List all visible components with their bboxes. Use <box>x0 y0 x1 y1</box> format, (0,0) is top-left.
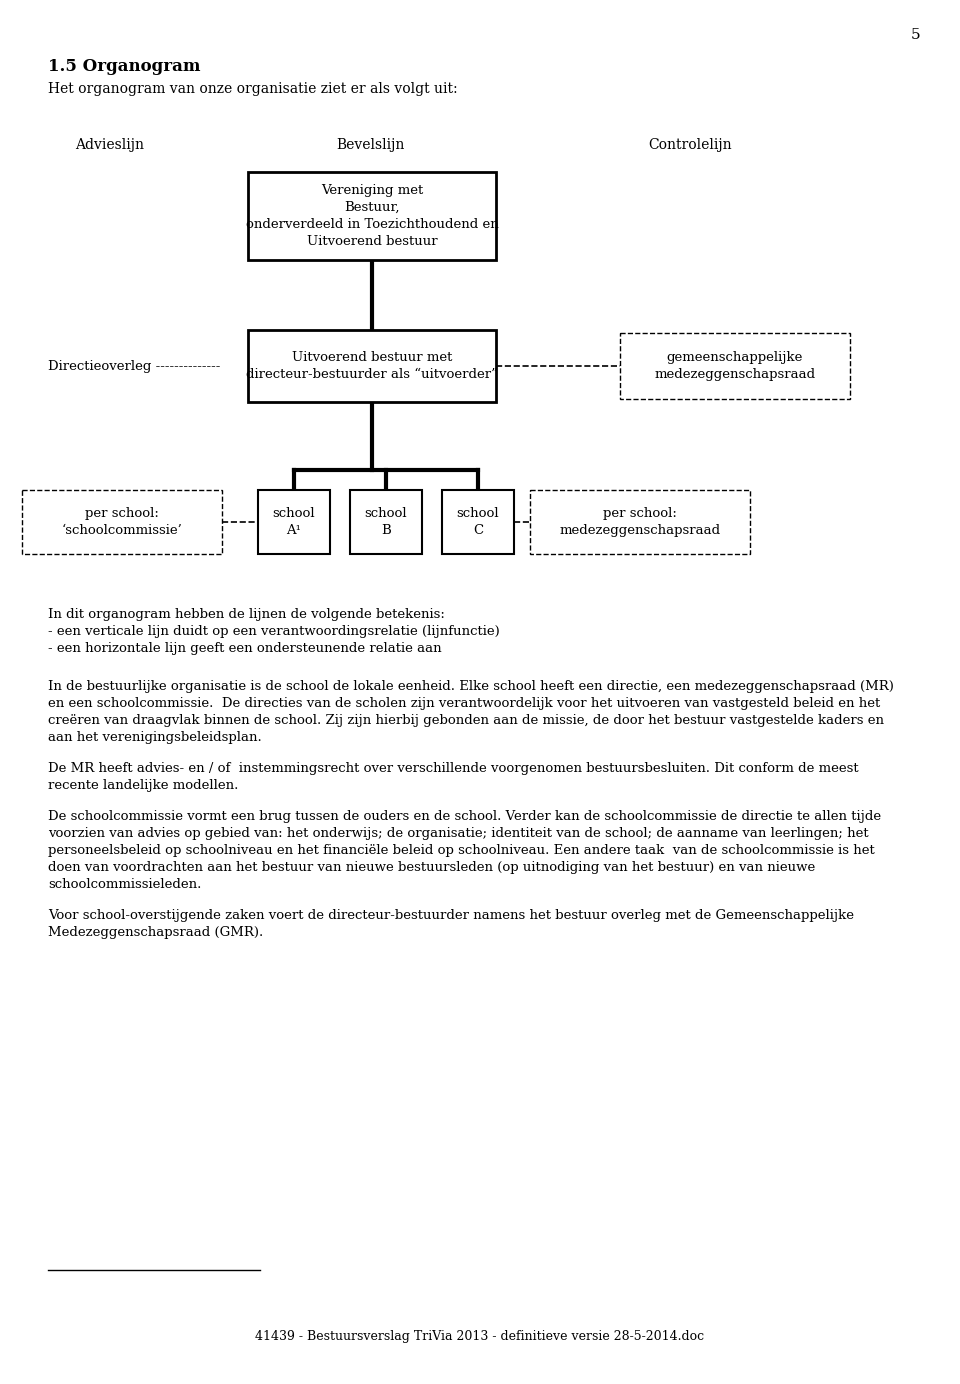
Bar <box>620 334 850 399</box>
Text: Uitvoerend bestuur met
directeur-bestuurder als “uitvoerder”: Uitvoerend bestuur met directeur-bestuur… <box>246 352 498 381</box>
Text: doen van voordrachten aan het bestuur van nieuwe bestuursleden (op uitnodiging v: doen van voordrachten aan het bestuur va… <box>48 861 815 875</box>
Text: creëren van draagvlak binnen de school. Zij zijn hierbij gebonden aan de missie,: creëren van draagvlak binnen de school. … <box>48 714 884 727</box>
Text: Directieoverleg --------------: Directieoverleg -------------- <box>48 360 221 374</box>
Text: aan het verenigingsbeleidsplan.: aan het verenigingsbeleidsplan. <box>48 731 262 745</box>
Text: De MR heeft advies- en / of  instemmingsrecht over verschillende voorgenomen bes: De MR heeft advies- en / of instemmingsr… <box>48 763 858 775</box>
Text: en een schoolcommissie.  De directies van de scholen zijn verantwoordelijk voor : en een schoolcommissie. De directies van… <box>48 698 880 710</box>
Bar <box>248 329 496 401</box>
Bar <box>530 490 750 554</box>
Bar <box>442 490 514 554</box>
Text: school
A¹: school A¹ <box>273 507 315 537</box>
Text: voorzien van advies op gebied van: het onderwijs; de organisatie; identiteit van: voorzien van advies op gebied van: het o… <box>48 828 869 840</box>
Text: 1.5 Organogram: 1.5 Organogram <box>48 58 201 75</box>
Text: Advieslijn: Advieslijn <box>76 138 145 152</box>
Bar <box>350 490 422 554</box>
Text: 41439 - Bestuursverslag TriVia 2013 - definitieve versie 28-5-2014.doc: 41439 - Bestuursverslag TriVia 2013 - de… <box>255 1330 705 1342</box>
Text: Het organogram van onze organisatie ziet er als volgt uit:: Het organogram van onze organisatie ziet… <box>48 82 458 95</box>
Text: per school:
‘schoolcommissie’: per school: ‘schoolcommissie’ <box>61 507 182 537</box>
Text: Bevelslijn: Bevelslijn <box>336 138 404 152</box>
Text: 5: 5 <box>910 28 920 42</box>
Text: recente landelijke modellen.: recente landelijke modellen. <box>48 779 238 792</box>
Text: - een horizontale lijn geeft een ondersteunende relatie aan: - een horizontale lijn geeft een onderst… <box>48 642 442 655</box>
Text: De schoolcommissie vormt een brug tussen de ouders en de school. Verder kan de s: De schoolcommissie vormt een brug tussen… <box>48 810 881 823</box>
Text: gemeenschappelijke
medezeggenschapsraad: gemeenschappelijke medezeggenschapsraad <box>655 352 816 381</box>
Text: Medezeggenschapsraad (GMR).: Medezeggenschapsraad (GMR). <box>48 926 263 938</box>
Text: Controlelijn: Controlelijn <box>648 138 732 152</box>
Bar <box>258 490 330 554</box>
Text: school
B: school B <box>365 507 407 537</box>
Text: In dit organogram hebben de lijnen de volgende betekenis:: In dit organogram hebben de lijnen de vo… <box>48 608 444 621</box>
Bar <box>22 490 222 554</box>
Text: In de bestuurlijke organisatie is de school de lokale eenheid. Elke school heeft: In de bestuurlijke organisatie is de sch… <box>48 680 894 693</box>
Bar <box>248 172 496 260</box>
Text: Vereniging met
Bestuur,
onderverdeeld in Toezichthoudend en
Uitvoerend bestuur: Vereniging met Bestuur, onderverdeeld in… <box>246 184 498 248</box>
Text: - een verticale lijn duidt op een verantwoordingsrelatie (lijnfunctie): - een verticale lijn duidt op een verant… <box>48 626 500 638</box>
Text: Voor school-overstijgende zaken voert de directeur-bestuurder namens het bestuur: Voor school-overstijgende zaken voert de… <box>48 909 854 922</box>
Text: per school:
medezeggenschapsraad: per school: medezeggenschapsraad <box>560 507 721 537</box>
Text: schoolcommissieleden.: schoolcommissieleden. <box>48 877 202 891</box>
Text: school
C: school C <box>457 507 499 537</box>
Text: personeelsbeleid op schoolniveau en het financiële beleid op schoolniveau. Een a: personeelsbeleid op schoolniveau en het … <box>48 844 875 857</box>
